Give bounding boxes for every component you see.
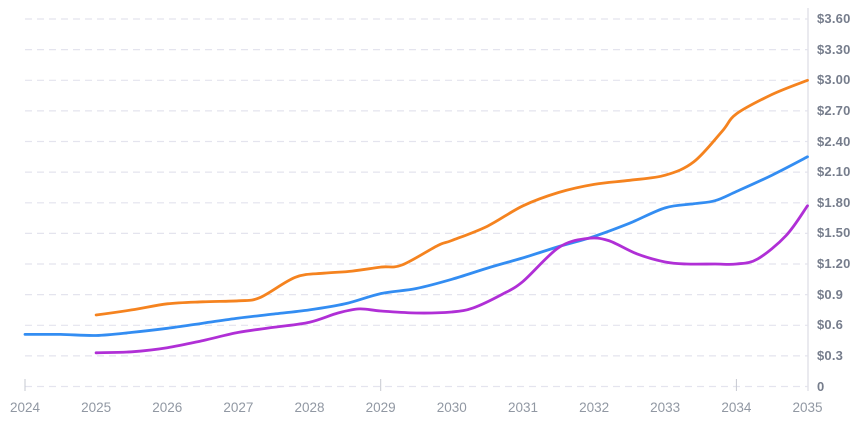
y-axis-label: $3.30: [817, 41, 851, 57]
x-axis-label: 2035: [792, 400, 823, 415]
y-axis-label: $1.50: [817, 225, 851, 241]
series-purple-line[interactable]: [94, 204, 809, 355]
x-axis-label: 2034: [721, 400, 752, 415]
y-axis-label: $3.00: [817, 72, 851, 88]
x-axis-label: 2027: [223, 400, 254, 415]
y-axis-label: $2.40: [817, 133, 851, 149]
x-axis-label: 2029: [365, 400, 396, 415]
x-axis-label: 2028: [294, 400, 325, 415]
series-blue-line[interactable]: [23, 155, 809, 337]
y-axis-label: $0.9: [817, 286, 844, 302]
y-axis-label: $2.10: [817, 164, 851, 180]
y-axis-label: $3.60: [817, 11, 851, 26]
y-axis-label: $2.70: [817, 102, 851, 118]
series-orange-line[interactable]: [94, 78, 809, 317]
y-axis-label: 0: [817, 378, 825, 394]
y-axis-label: $0.3: [817, 347, 844, 363]
x-axis-label: 2033: [650, 400, 681, 415]
y-axis-label: $1.20: [817, 256, 851, 271]
x-axis-label: 2024: [9, 400, 41, 415]
x-axis-label: 2026: [152, 400, 183, 415]
x-axis-label: 2032: [579, 400, 610, 415]
x-axis-label: 2030: [436, 400, 467, 415]
x-axis-label: 2031: [507, 400, 539, 415]
y-axis-label: $0.6: [817, 317, 844, 333]
y-axis-label: $1.80: [817, 194, 851, 210]
x-axis-label: 2025: [81, 400, 112, 415]
